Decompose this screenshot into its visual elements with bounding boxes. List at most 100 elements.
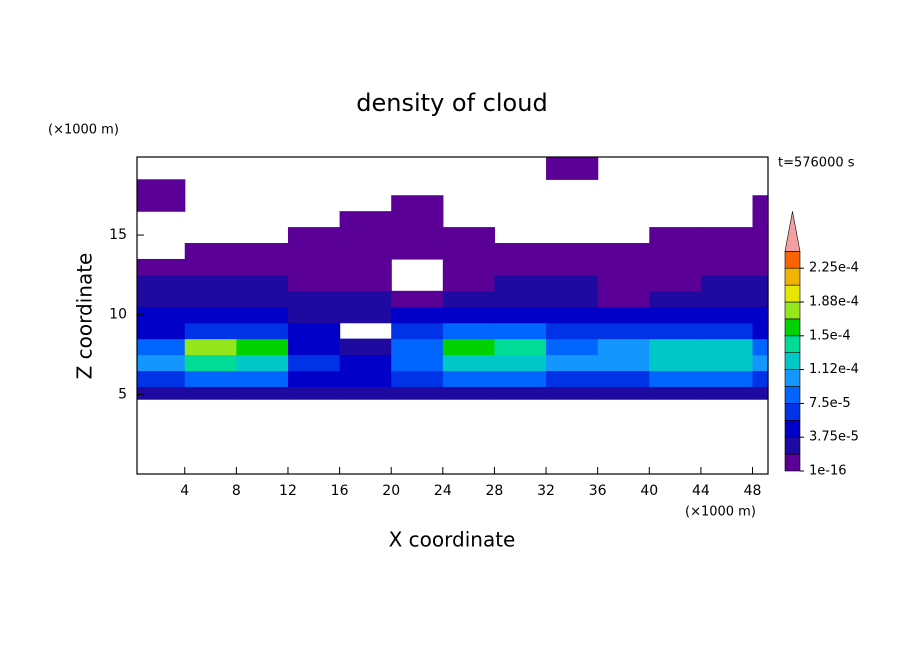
colorbar-box xyxy=(784,335,801,353)
contour-cell xyxy=(287,258,341,276)
contour-cell xyxy=(597,290,650,308)
contour-cell xyxy=(752,227,769,244)
colorbar-box xyxy=(784,301,801,320)
contour-cell xyxy=(391,370,444,387)
x-tick-label: 16 xyxy=(331,483,349,499)
contour-cell xyxy=(494,338,547,356)
contour-cell xyxy=(391,322,444,340)
contour-cell xyxy=(391,306,444,324)
colorbar-label: 7.5e-5 xyxy=(809,396,851,411)
contour-cell xyxy=(184,258,237,276)
contour-cell xyxy=(752,306,769,324)
contour-cell xyxy=(700,306,754,324)
colorbar-box xyxy=(784,267,801,286)
colorbar-label: 1.12e-4 xyxy=(809,362,859,377)
contour-cell xyxy=(494,306,547,324)
contour-cell xyxy=(649,386,702,400)
contour-cell xyxy=(649,243,702,260)
contour-cell xyxy=(137,338,186,356)
contour-cell xyxy=(597,338,650,356)
contour-cell xyxy=(339,386,392,400)
contour-cell xyxy=(494,354,547,372)
contour-cell xyxy=(339,211,392,228)
contour-cell xyxy=(700,258,754,276)
x-tick-label: 8 xyxy=(232,483,241,499)
contour-cell xyxy=(597,243,650,260)
x-tick-label: 12 xyxy=(279,483,297,499)
contour-cell xyxy=(649,306,702,324)
y-tick-label: 5 xyxy=(118,386,127,402)
contour-cell xyxy=(752,386,769,400)
contour-cell xyxy=(137,306,186,324)
colorbar-box xyxy=(784,453,801,472)
contour-cell xyxy=(287,290,341,308)
contour-cell xyxy=(700,354,754,372)
contour-cell xyxy=(287,227,341,244)
colorbar-label: 1.5e-4 xyxy=(809,328,851,343)
contour-cell xyxy=(137,274,186,292)
contour-cell xyxy=(700,370,754,387)
contour-cell xyxy=(236,338,289,356)
contour-cell xyxy=(442,354,496,372)
colorbar-box xyxy=(784,386,801,404)
colorbar-label: 2.25e-4 xyxy=(809,261,859,276)
contour-cell xyxy=(752,322,769,340)
x-tick-label: 28 xyxy=(486,483,504,499)
contour-cell xyxy=(339,370,392,387)
contour-cell xyxy=(287,274,341,292)
contour-cell xyxy=(752,354,769,372)
contour-cell xyxy=(137,386,186,400)
contour-cell xyxy=(700,322,754,340)
contour-cell xyxy=(236,354,289,372)
contour-cell xyxy=(546,322,599,340)
colorbar-box xyxy=(784,436,801,455)
contour-cell xyxy=(442,306,496,324)
colorbar-box xyxy=(784,251,801,269)
contour-cell xyxy=(494,322,547,340)
colorbar-label: 3.75e-5 xyxy=(809,430,859,445)
contour-cell xyxy=(339,274,392,292)
axes-layer: 4 8 12 16 20 24 28 32 36 40 44 48510151e-163.75e-57… xyxy=(109,156,859,499)
colorbar-box xyxy=(784,318,801,337)
contour-cell xyxy=(649,227,702,244)
contour-cell xyxy=(442,322,496,340)
x-tick-label: 36 xyxy=(589,483,607,499)
contour-cell xyxy=(597,306,650,324)
contour-cell xyxy=(236,322,289,340)
contour-cell xyxy=(546,370,599,387)
contour-cell xyxy=(700,274,754,292)
contour-cell xyxy=(287,322,341,340)
contour-cell xyxy=(442,386,496,400)
contour-cell xyxy=(546,354,599,372)
contour-cell xyxy=(649,274,702,292)
contour-cell xyxy=(494,258,547,276)
contour-cell xyxy=(137,258,186,276)
contour-cell xyxy=(442,290,496,308)
contour-cell xyxy=(184,338,237,356)
contour-cell xyxy=(546,290,599,308)
x-tick-label: 40 xyxy=(640,483,658,499)
contour-cell xyxy=(236,258,289,276)
contour-cell xyxy=(752,338,769,356)
contour-field xyxy=(137,157,769,400)
contour-cell xyxy=(339,338,392,356)
contour-cell xyxy=(494,243,547,260)
plot-frame xyxy=(136,156,769,475)
contour-cell xyxy=(339,354,392,372)
contour-cell xyxy=(391,290,444,308)
contour-cell xyxy=(546,157,599,180)
contour-cell xyxy=(649,322,702,340)
contour-cell xyxy=(339,290,392,308)
contour-cell xyxy=(700,227,754,244)
contour-cell xyxy=(339,306,392,324)
contour-cell xyxy=(700,243,754,260)
contour-cell xyxy=(597,386,650,400)
y-axis-title: Z coordinate xyxy=(73,253,97,380)
contour-cell xyxy=(391,243,444,260)
contour-cell xyxy=(752,274,769,292)
colorbar-box xyxy=(784,419,801,438)
contour-cell xyxy=(391,338,444,356)
y-tick-label: 10 xyxy=(109,307,127,323)
contour-cell xyxy=(287,386,341,400)
